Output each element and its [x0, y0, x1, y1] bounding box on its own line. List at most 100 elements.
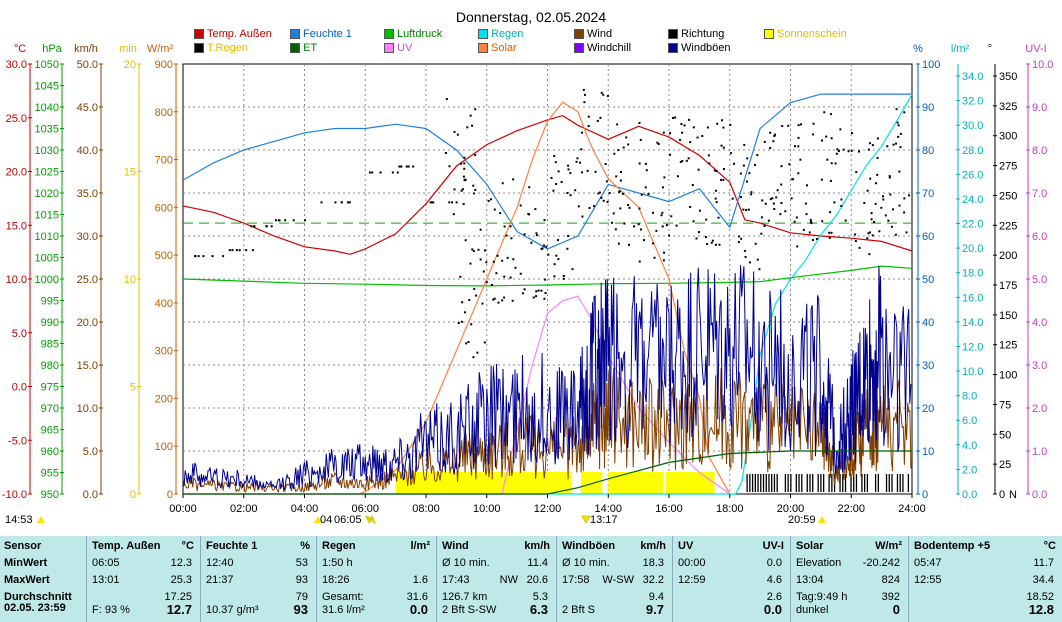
- axis-tick-right: 100: [922, 59, 940, 71]
- legend-label: Richtung: [681, 28, 725, 40]
- axis-tick-right: 275: [999, 161, 1017, 173]
- direction-dot: [253, 225, 256, 228]
- x-tick-label: 22:00: [837, 503, 865, 515]
- direction-dot: [876, 173, 879, 176]
- direction-dot: [497, 301, 500, 304]
- direction-dot: [461, 301, 464, 304]
- axis-tick-right: 10: [922, 446, 934, 458]
- axis-tick-left: 25.0: [77, 274, 98, 286]
- stats-cell: 1:50 h: [322, 557, 353, 569]
- direction-dot: [675, 224, 678, 227]
- direction-dot: [855, 171, 858, 174]
- stats-cell: 21:37: [206, 574, 234, 586]
- direction-dot: [842, 148, 845, 151]
- direction-dot: [707, 154, 710, 157]
- stats-cell: 5.3: [532, 591, 548, 603]
- axis-tick-right: 250: [999, 190, 1017, 202]
- sunshine-bar: [608, 472, 663, 494]
- direction-dot: [231, 249, 234, 252]
- direction-dot: [784, 210, 787, 213]
- direction-dot: [485, 281, 488, 284]
- direction-dot: [644, 162, 647, 165]
- direction-dot: [756, 154, 759, 157]
- direction-dot: [444, 151, 447, 154]
- axis-tick-left: 600: [155, 202, 173, 214]
- direction-dot: [897, 124, 900, 127]
- legend-swatch: [764, 29, 774, 39]
- direction-dot: [722, 167, 725, 170]
- direction-dot: [466, 126, 469, 129]
- direction-dot: [717, 216, 720, 219]
- direction-dot: [692, 220, 695, 223]
- legend-swatch: [290, 43, 300, 53]
- direction-dot: [679, 139, 682, 142]
- direction-dot: [866, 189, 869, 192]
- direction-dot: [665, 224, 668, 227]
- axis-tick-left: 10.0: [6, 274, 27, 286]
- sunrise-marker-icon: [314, 516, 322, 523]
- direction-dot: [545, 245, 548, 248]
- direction-dot: [721, 119, 724, 122]
- direction-dot: [472, 356, 475, 359]
- direction-dot: [714, 243, 717, 246]
- direction-dot: [608, 191, 611, 194]
- stats-column: Feuchte 1% 12:40 53 21:37 93 79 10.37 g/m³ 93: [200, 536, 317, 622]
- direction-dot: [688, 118, 691, 121]
- axis-tick-left: 20.0: [77, 317, 98, 329]
- axis-tick-right: 20: [922, 403, 934, 415]
- direction-dot: [543, 244, 546, 247]
- stats-cell: UV-I: [762, 540, 784, 552]
- direction-dot: [870, 218, 873, 221]
- direction-dot: [797, 136, 800, 139]
- direction-dot: [715, 169, 718, 172]
- direction-dot: [897, 135, 900, 138]
- direction-dot: [708, 162, 711, 165]
- direction-dot: [847, 150, 850, 153]
- direction-dot: [892, 143, 895, 146]
- direction-dot: [655, 229, 658, 232]
- direction-dot: [780, 165, 783, 168]
- axis-tick-right: 22.0: [962, 219, 983, 231]
- axis-tick-left: 15: [124, 167, 136, 179]
- direction-dot: [523, 233, 526, 236]
- direction-dot: [705, 218, 708, 221]
- direction-dot: [898, 170, 901, 173]
- axis-tick-right: 70: [922, 188, 934, 200]
- legend-swatch: [668, 43, 678, 53]
- direction-dot: [479, 258, 482, 261]
- direction-dot: [903, 197, 906, 200]
- direction-dot: [760, 232, 763, 235]
- stats-column: Wind km/h Ø 10 min. 11.4 17:43 20.6 NW 126.7 km…: [436, 536, 557, 622]
- stats-cell: 11.4: [527, 557, 548, 569]
- axis-tick-right: 30: [922, 360, 934, 372]
- stats-cell: 9.4: [648, 591, 664, 603]
- direction-dot: [555, 254, 558, 257]
- x-tick-label: 06:00: [351, 503, 379, 515]
- direction-dot: [602, 199, 605, 202]
- direction-dot: [481, 302, 484, 305]
- direction-dot: [567, 168, 570, 171]
- direction-dot: [566, 247, 569, 250]
- direction-dot: [730, 152, 733, 155]
- axis-tick-left: 960: [41, 446, 59, 458]
- sunset-marker-icon: [818, 516, 826, 523]
- rain-tick: [812, 474, 814, 492]
- stats-cell: 9.7: [645, 602, 664, 617]
- direction-dot: [483, 249, 486, 252]
- direction-dot: [745, 180, 748, 183]
- stats-cell: 31.6 l/m²: [322, 604, 365, 616]
- direction-dot: [657, 142, 660, 145]
- axis-tick-right: 10.0: [962, 366, 983, 378]
- axis-tick-right: 9.0: [1032, 102, 1047, 114]
- direction-dot: [715, 189, 718, 192]
- direction-dot: [469, 114, 472, 117]
- legend-label: Windböen: [681, 42, 731, 54]
- stats-cell: 93: [295, 574, 308, 586]
- axis-tick-left: 1040: [35, 102, 59, 114]
- direction-dot: [469, 262, 472, 265]
- axis-unit-right: °: [988, 43, 992, 55]
- direction-dot: [800, 123, 803, 126]
- direction-dots: [194, 88, 911, 359]
- direction-dot: [617, 149, 620, 152]
- direction-dot: [543, 297, 546, 300]
